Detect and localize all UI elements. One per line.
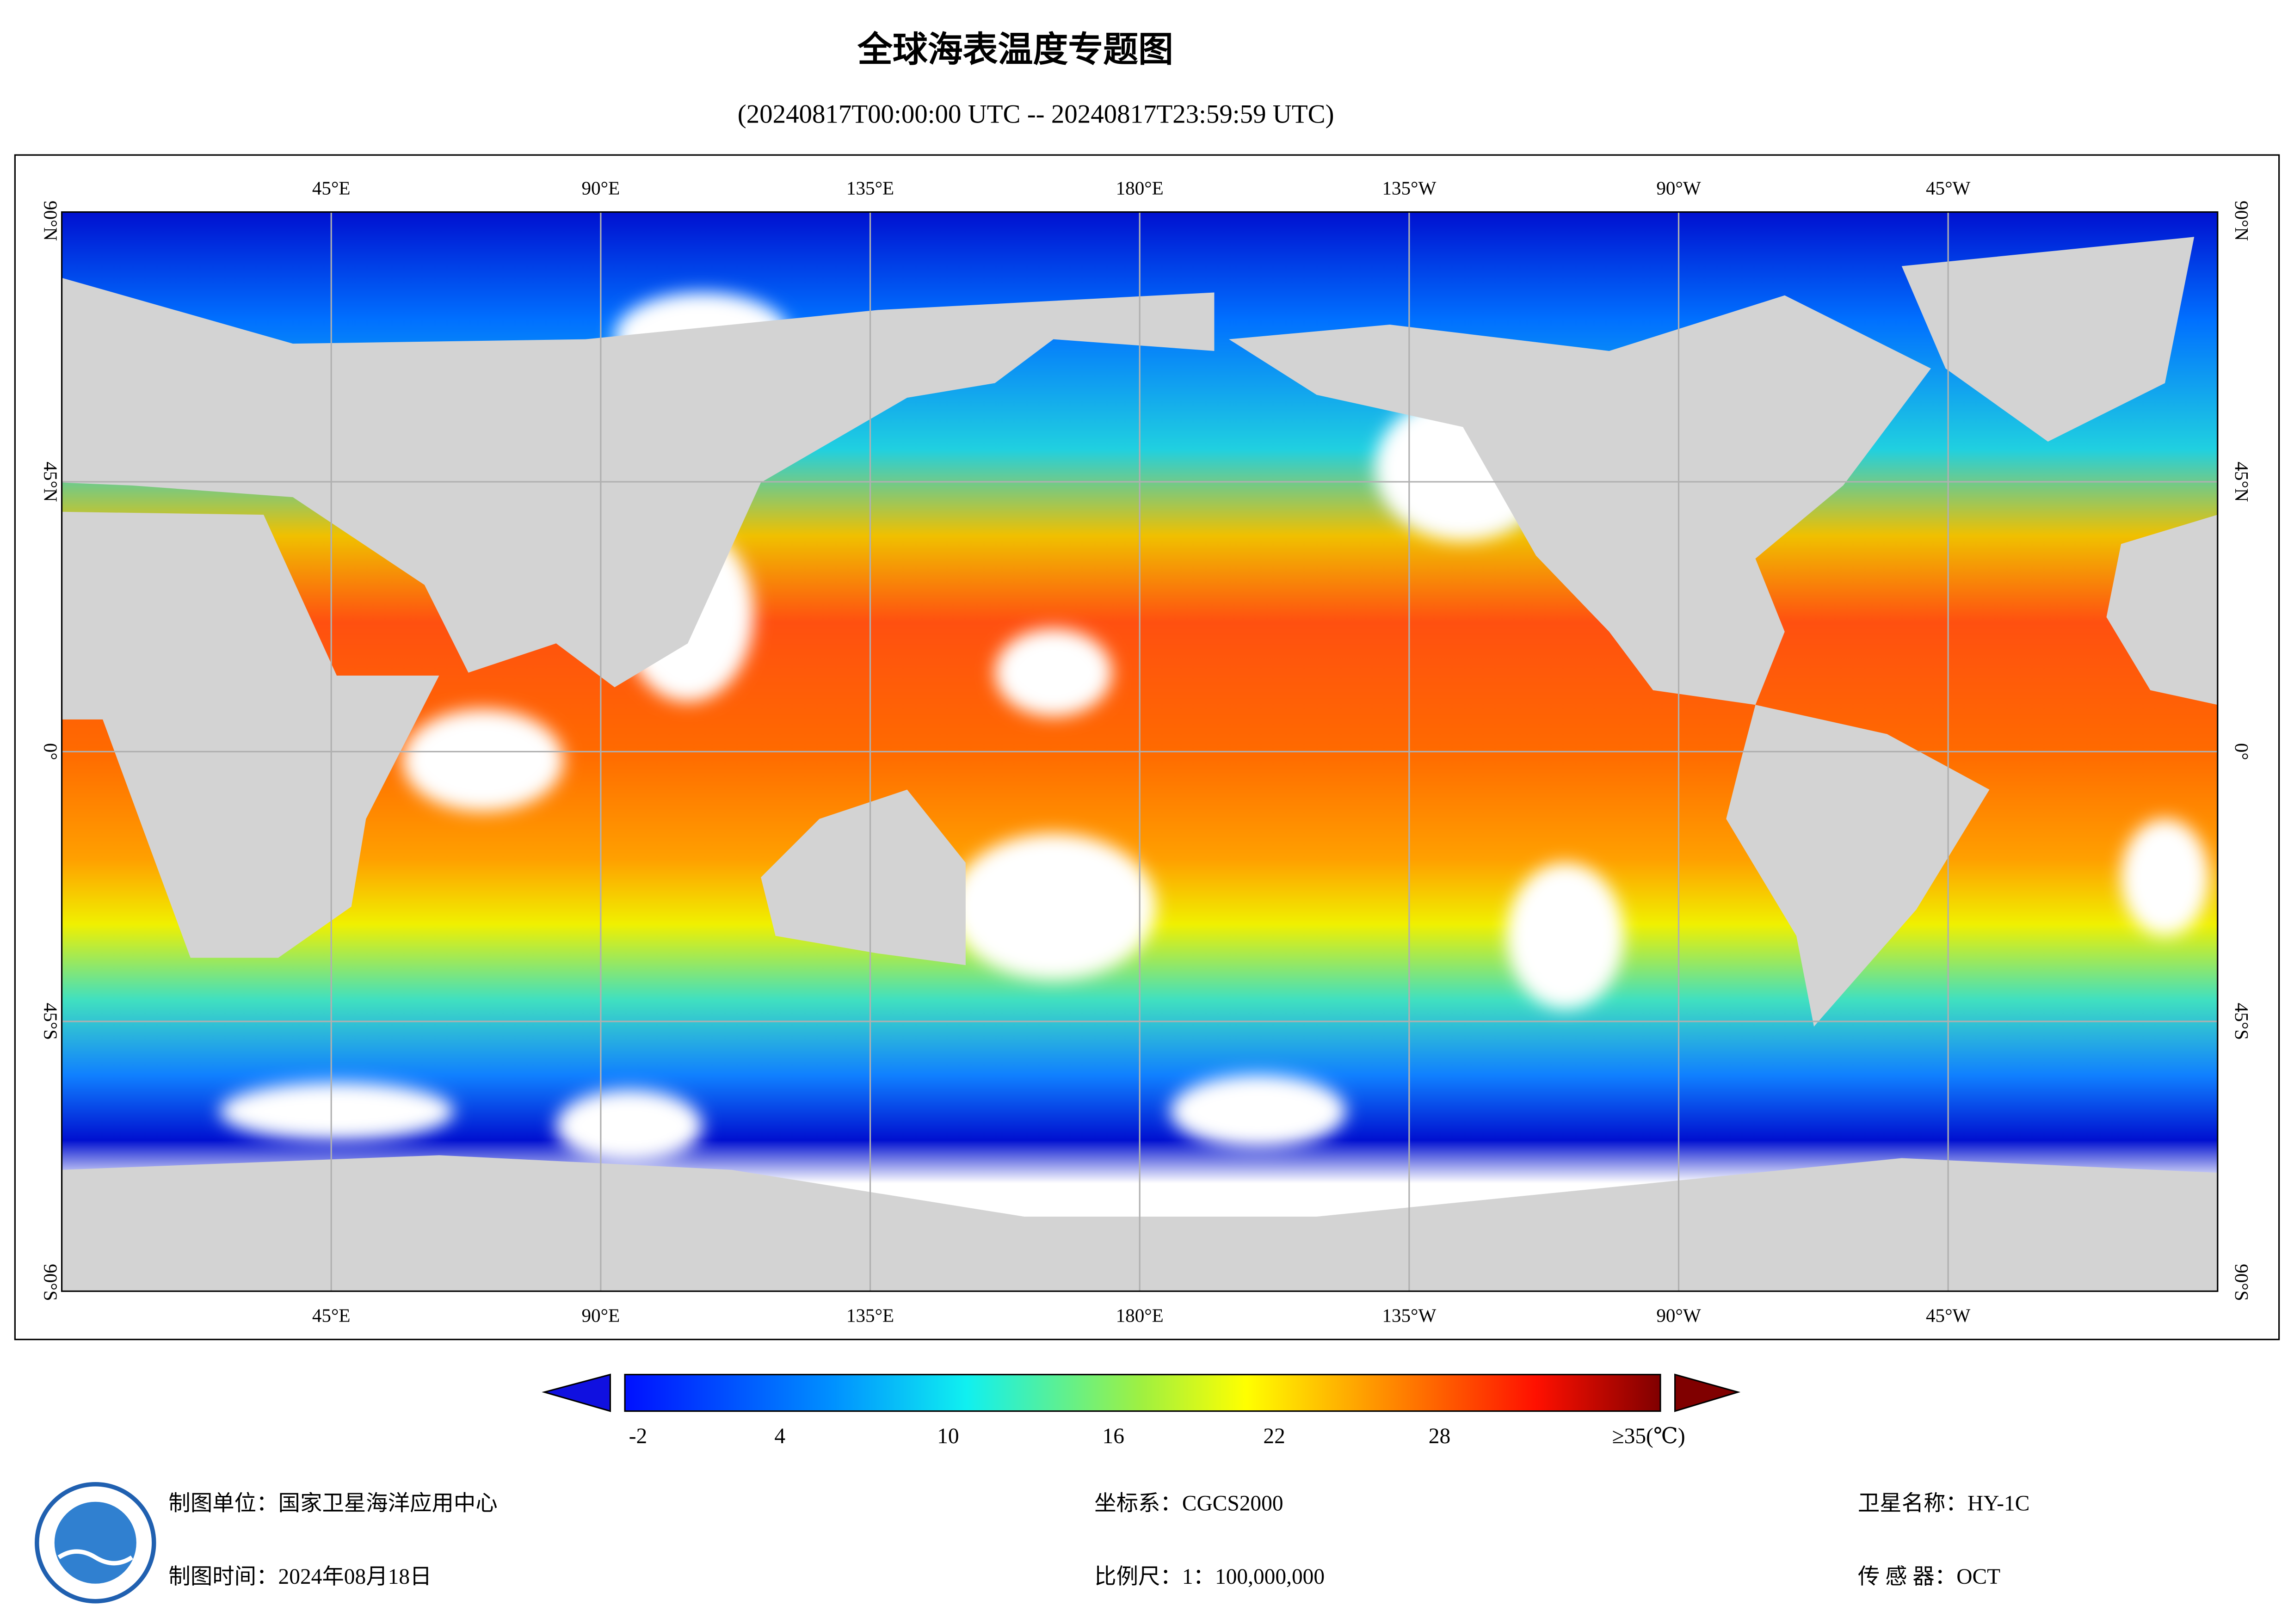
lat-label-right: 90°N — [2231, 201, 2252, 241]
footer-satellite: 卫星名称：HY-1C — [1858, 1492, 2029, 1516]
lon-label-top: 135°E — [846, 178, 894, 199]
lon-label-top: 135°W — [1382, 178, 1436, 199]
lon-label-bottom: 135°E — [846, 1305, 894, 1326]
lat-label-right: 45°N — [2231, 461, 2252, 502]
map-frame — [14, 154, 2280, 1341]
lat-label-left: 90°N — [40, 201, 62, 241]
footer-crs: 坐标系：CGCS2000 — [1094, 1492, 1283, 1516]
map-border — [61, 211, 2219, 1292]
colorbar — [624, 1373, 1661, 1412]
lat-label-left: 90°S — [40, 1264, 62, 1301]
colorbar-label: 28 — [1429, 1424, 1450, 1448]
lon-label-top: 90°E — [582, 178, 620, 199]
title: 全球海表温度专题图 — [857, 31, 1173, 69]
colorbar-label: 4 — [774, 1424, 785, 1448]
colorbar-label: ≥35(℃) — [1612, 1424, 1685, 1448]
lat-label-left: 45°S — [40, 1003, 62, 1040]
lon-label-top: 90°W — [1656, 178, 1701, 199]
footer-unit: 制图单位：国家卫星海洋应用中心 — [168, 1492, 497, 1516]
lon-label-top: 45°E — [312, 178, 351, 199]
colorbar-label: -2 — [629, 1424, 648, 1448]
lon-label-bottom: 180°E — [1116, 1305, 1164, 1326]
lat-label-left: 0° — [40, 743, 62, 760]
lon-label-bottom: 45°E — [312, 1305, 351, 1326]
lon-label-bottom: 45°W — [1926, 1305, 1971, 1326]
colorbar-label: 22 — [1263, 1424, 1285, 1448]
lon-label-top: 45°W — [1926, 178, 1971, 199]
footer-scale: 比例尺：1：100,000,000 — [1094, 1565, 1325, 1589]
lon-label-bottom: 90°W — [1656, 1305, 1701, 1326]
colorbar-high-arrow — [1674, 1373, 1741, 1412]
colorbar-label: 10 — [937, 1424, 959, 1448]
logo — [35, 1482, 156, 1604]
lat-label-right: 45°S — [2231, 1003, 2252, 1040]
footer-date: 制图时间：2024年08月18日 — [168, 1565, 432, 1589]
lat-label-right: 90°S — [2231, 1264, 2252, 1301]
subtitle: (20240817T00:00:00 UTC -- 20240817T23:59… — [738, 100, 1334, 129]
graticule — [62, 212, 2218, 1292]
footer-sensor: 传 感 器：OCT — [1858, 1565, 2000, 1589]
lon-label-bottom: 135°W — [1382, 1305, 1436, 1326]
colorbar-label: 16 — [1103, 1424, 1124, 1448]
colorbar-low-arrow — [542, 1373, 611, 1412]
lon-label-bottom: 90°E — [582, 1305, 620, 1326]
lat-label-right: 0° — [2231, 743, 2252, 760]
lon-label-top: 180°E — [1116, 178, 1164, 199]
lat-label-left: 45°N — [40, 461, 62, 502]
